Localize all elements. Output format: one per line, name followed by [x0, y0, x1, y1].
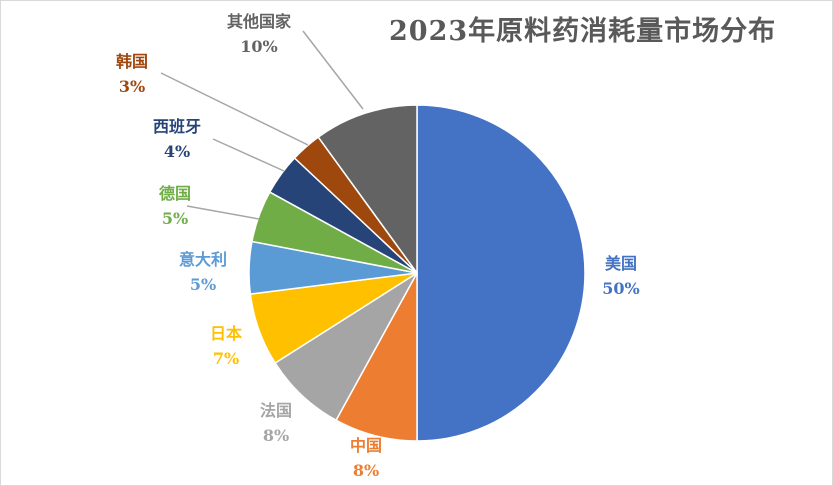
pie-slice-0 — [416, 104, 586, 442]
slice-value-label: 3% — [119, 77, 145, 96]
slice-value-label: 5% — [162, 209, 188, 228]
slice-label: 韩国 — [116, 52, 148, 71]
leader-line — [212, 138, 285, 172]
slice-label: 美国 — [605, 254, 637, 273]
slice-label: 意大利 — [179, 250, 227, 269]
slice-label: 中国 — [350, 436, 382, 455]
slice-label: 西班牙 — [153, 117, 201, 136]
slice-value-label: 5% — [190, 275, 216, 294]
slice-label: 其他国家 — [227, 12, 292, 31]
leader-line — [160, 72, 309, 146]
slice-label: 日本 — [210, 324, 242, 343]
slice-value-label: 8% — [263, 426, 289, 445]
leader-line — [186, 205, 260, 220]
slice-value-label: 8% — [353, 461, 379, 480]
slice-label: 法国 — [260, 401, 292, 420]
slice-value-label: 4% — [164, 142, 190, 161]
slice-value-label: 7% — [213, 349, 239, 368]
chart-title: 2023年原料药消耗量市场分布 — [389, 16, 777, 47]
leader-line — [302, 30, 364, 110]
pie-slice-8 — [317, 104, 418, 276]
slice-label: 德国 — [159, 184, 191, 203]
slice-value-label: 10% — [240, 37, 277, 56]
slice-value-label: 50% — [602, 279, 639, 298]
